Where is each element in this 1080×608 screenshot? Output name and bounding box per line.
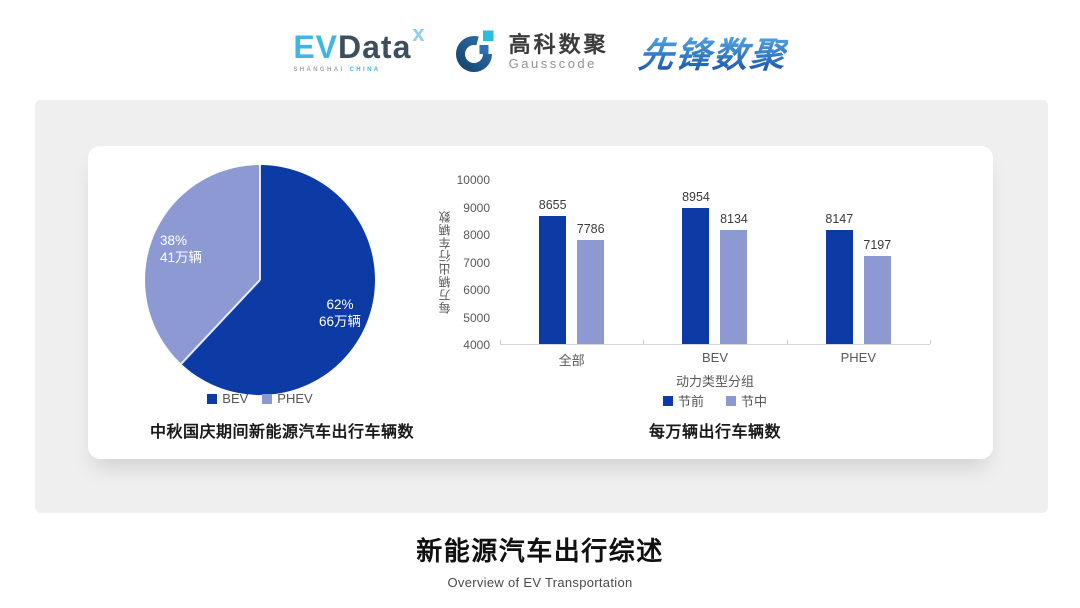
legend-label: PHEV: [277, 391, 313, 406]
gausscode-logo: 高科数聚 Gausscode: [455, 27, 609, 78]
gausscode-text: 高科数聚 Gausscode: [509, 33, 609, 71]
y-tick-label: 6000: [463, 283, 490, 297]
legend-swatch: [726, 395, 736, 406]
legend-swatch: [207, 393, 218, 404]
pie-label-bev: 62% 66万辆: [318, 297, 362, 329]
axis-tick-mark: [643, 340, 645, 344]
y-tick-label: 7000: [463, 255, 490, 270]
y-tick-label: 10000: [456, 173, 490, 187]
legend-swatch: [662, 395, 673, 406]
pie-chart-title: 中秋国庆期间新能源汽车出行车辆数: [149, 424, 414, 441]
y-tick-label: 9000: [463, 200, 490, 215]
gausscode-en: Gausscode: [508, 56, 597, 72]
legend-item-节前: 节前: [662, 391, 704, 410]
y-tick-label: 4000: [463, 338, 490, 352]
bar-节中-全部: 7786: [577, 222, 605, 344]
pie: 38% 41万辆 62% 66万辆: [145, 165, 375, 395]
axis-tick-mark: [500, 340, 501, 344]
legend-label: BEV: [222, 391, 249, 406]
category-label-PHEV: PHEV: [840, 350, 877, 365]
bar-value-label: 7786: [576, 221, 605, 236]
legend-item-BEV: BEV: [207, 391, 248, 406]
bar-group-BEV: 8954 8134: [643, 180, 786, 344]
bar-节前-BEV: 8954: [682, 190, 710, 344]
evdata-data-text: Data: [338, 29, 412, 65]
pie-chart-section: 38% 41万辆 62% 66万辆 BEV PHEV 中秋国庆期间新能源汽车出行车…: [88, 146, 476, 459]
bar-节前-全部: 8655: [539, 198, 567, 344]
legend-swatch: [262, 393, 273, 404]
pioneer-logo: 先锋数聚: [636, 27, 789, 78]
page-title: 新能源汽车出行综述: [416, 536, 664, 566]
bar-value-label: 7197: [863, 238, 892, 253]
legend-item-PHEV: PHEV: [262, 391, 313, 406]
bar-节中-PHEV: 7197: [863, 238, 891, 344]
bar-value-label: 8954: [682, 189, 710, 204]
bar-节中-BEV: 8134: [720, 212, 748, 344]
bar-group-全部: 8655 7786: [500, 180, 643, 344]
legend-item-节中: 节中: [726, 391, 767, 410]
gausscode-c-icon: [455, 27, 500, 78]
legend-label: 节前: [677, 394, 704, 409]
bar-legend: 节前 节中: [500, 391, 930, 410]
bar-value-label: 8134: [720, 212, 748, 227]
bar-plot-area: 8655 7786 8954 8134 8147 7197: [500, 180, 931, 345]
evdata-logo: EV Data x SHANGHAI CHINA: [293, 23, 425, 74]
evdata-x-icon: x: [412, 21, 426, 46]
bar-value-label: 8655: [538, 198, 567, 212]
bar-x-axis-label: 动力类型分组: [675, 374, 754, 389]
evdata-subtext: SHANGHAI CHINA: [293, 67, 381, 73]
axis-tick-mark: [786, 340, 788, 344]
pie-label-phev: 38% 41万辆: [160, 233, 203, 265]
pie-divider-2: [180, 279, 261, 365]
legend-label: 节中: [741, 394, 768, 409]
bar-value-label: 8147: [825, 211, 854, 226]
pie-legend: BEV PHEV: [145, 391, 375, 406]
evdata-ev-text: EV: [293, 29, 339, 65]
page-subtitle: Overview of EV Transportation: [447, 575, 633, 590]
bar-chart-section: 每万辆出行车辆数 10000 9000 8000 7000 6000 5000 4000 8…: [428, 146, 993, 459]
charts-card: 38% 41万辆 62% 66万辆 BEV PHEV 中秋国庆期间新能源汽车出行车…: [88, 146, 993, 459]
y-tick-label: 5000: [463, 310, 490, 325]
category-label-全部: 全部: [558, 353, 585, 368]
y-tick-label: 8000: [463, 228, 490, 242]
gray-panel: 38% 41万辆 62% 66万辆 BEV PHEV 中秋国庆期间新能源汽车出行车…: [35, 100, 1048, 513]
header-logos: EV Data x SHANGHAI CHINA 高科数聚 Gaus: [0, 20, 1080, 84]
page-footer: 新能源汽车出行综述 Overview of EV Transportation: [0, 531, 1080, 590]
bar-group-PHEV: 8147 7197: [787, 180, 930, 344]
category-label-BEV: BEV: [701, 350, 728, 365]
pie-divider-1: [259, 165, 261, 280]
bar-category-labels: 全部 BEV PHEV: [500, 350, 930, 369]
bar-节前-PHEV: 8147: [825, 212, 853, 344]
axis-tick-mark: [930, 340, 931, 344]
bar-chart-title: 每万辆出行车辆数: [648, 424, 781, 441]
gausscode-cn: 高科数聚: [508, 31, 609, 57]
evdata-wordmark: EV Data x: [293, 23, 425, 65]
